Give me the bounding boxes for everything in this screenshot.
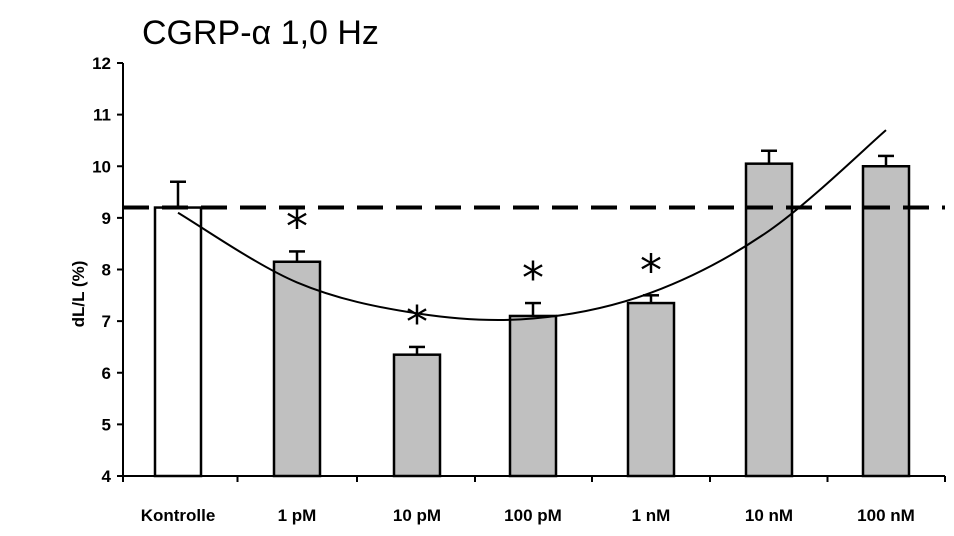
- bar-5: [744, 162, 794, 478]
- bar-2: [392, 353, 442, 478]
- x-tick-label-3: 100 pM: [504, 506, 562, 525]
- plot-area: Kontrolle * 1 pM * 10 pM * 100 pM * 1 nM 10 nM 100…: [92, 54, 946, 525]
- x-tick-label-2: 10 pM: [393, 506, 441, 525]
- y-tick-label-4: 8: [102, 261, 111, 280]
- y-axis-label: dL/L (%): [69, 261, 88, 328]
- bar-6: [861, 165, 911, 478]
- y-tick-label-3: 7: [102, 312, 111, 331]
- x-tick-label-1: 1 pM: [278, 506, 317, 525]
- x-tick-label-5: 10 nM: [745, 506, 793, 525]
- bar-4: [626, 301, 676, 478]
- y-tick-label-7: 11: [93, 106, 111, 125]
- chart-title: CGRP-α 1,0 Hz: [142, 14, 379, 52]
- y-tick-label-6: 10: [92, 157, 111, 176]
- x-tick-label-4: 1 nM: [632, 506, 671, 525]
- bar-0: [153, 206, 203, 478]
- bar-1: [272, 260, 322, 478]
- trend-curve: [177, 129, 887, 322]
- significance-marker-2: *: [406, 297, 428, 348]
- x-tick-label-6: 100 nM: [857, 506, 915, 525]
- y-tick-label-8: 12: [92, 54, 111, 73]
- y-tick-label-1: 5: [102, 415, 111, 434]
- bar-3: [508, 314, 558, 478]
- y-tick-label-0: 4: [102, 467, 112, 486]
- significance-marker-4: *: [640, 245, 662, 296]
- significance-marker-3: *: [522, 253, 544, 304]
- y-tick-label-5: 9: [102, 209, 111, 228]
- x-tick-label-0: Kontrolle: [141, 506, 216, 525]
- y-tick-label-2: 6: [102, 364, 111, 383]
- significance-marker-1: *: [286, 201, 308, 252]
